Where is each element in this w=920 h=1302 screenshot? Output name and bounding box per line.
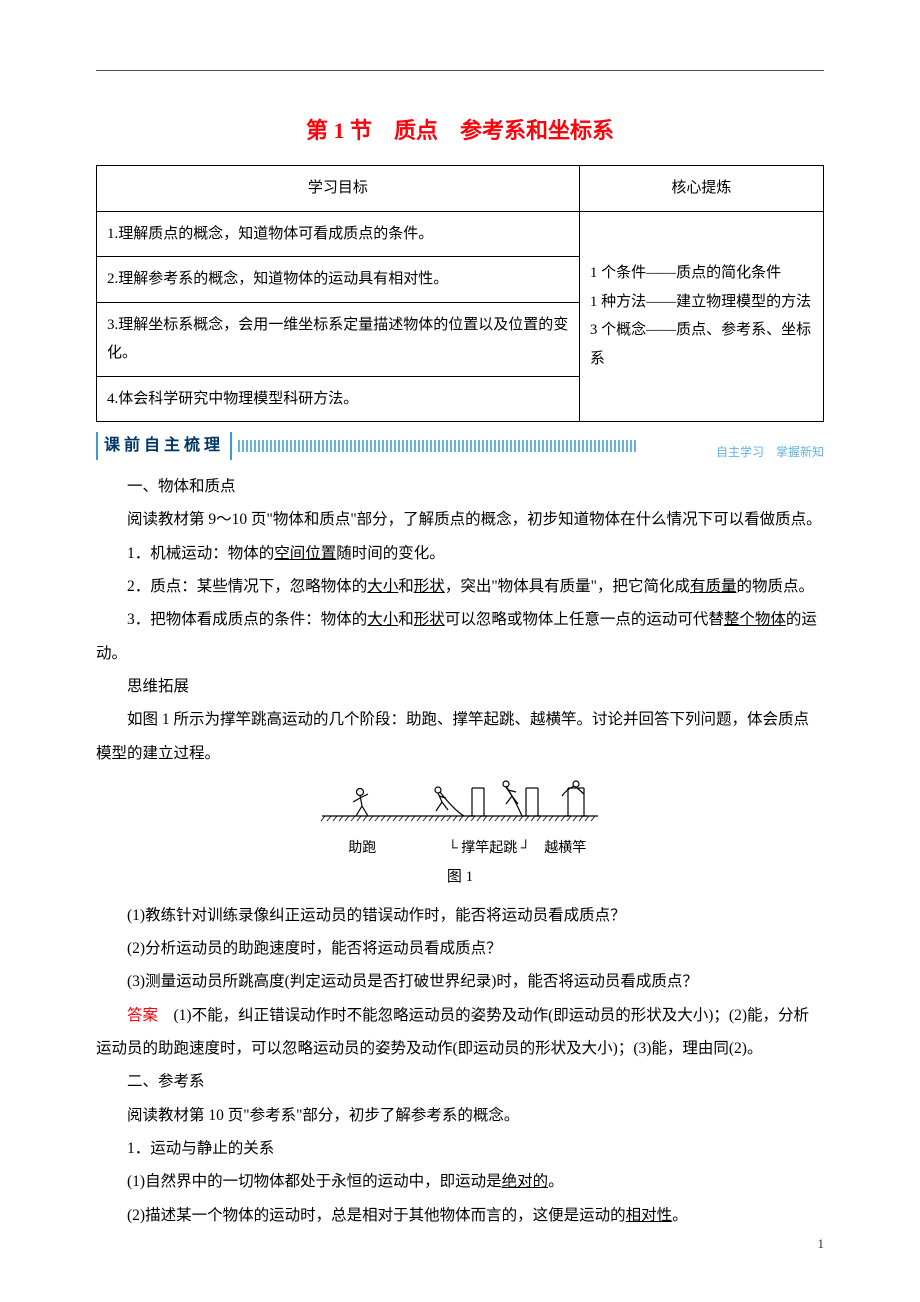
sec1-expand-label: 思维拓展 bbox=[96, 670, 824, 703]
figure-1: 助跑 └ 撑竿起跳 ┘ 越横竿 图 1 bbox=[96, 776, 824, 893]
body-text: 一、物体和质点 阅读教材第 9～10 页"物体和质点"部分，了解质点的概念，初步… bbox=[96, 470, 824, 1232]
table-left-cell-1: 1.理解质点的概念，知道物体可看成质点的条件。 bbox=[97, 211, 580, 257]
answer-label: 答案 bbox=[127, 1007, 158, 1024]
sec1-p1-a: 1．机械运动：物体的 bbox=[127, 545, 274, 562]
fig-label-b: └ 撑竿起跳 ┘ bbox=[444, 838, 534, 860]
table-right-line-1: 1 个条件——质点的简化条件 bbox=[590, 259, 813, 288]
banner-fill bbox=[238, 440, 638, 452]
section-banner: 课前自主梳理 自主学习 掌握新知 bbox=[96, 432, 824, 460]
sec1-p3-c: 可以忽略或物体上任意一点的运动可代替 bbox=[445, 611, 724, 628]
sec2-heading: 二、参考系 bbox=[96, 1065, 824, 1098]
table-left-cell-2: 2.理解参考系的概念，知道物体的运动具有相对性。 bbox=[97, 257, 580, 303]
sec1-expand-text: 如图 1 所示为撑竿跳高运动的几个阶段：助跑、撑竿起跳、越横竿。讨论并回答下列问… bbox=[96, 703, 824, 770]
sec1-q3: (3)测量运动员所跳高度(判定运动员是否打破世界纪录)时，能否将运动员看成质点？ bbox=[96, 965, 824, 998]
sec1-p2: 2．质点：某些情况下，忽略物体的大小和形状，突出"物体具有质量"，把它简化成有质… bbox=[96, 570, 824, 603]
sec1-intro: 阅读教材第 9～10 页"物体和质点"部分，了解质点的概念，初步知道物体在什么情… bbox=[96, 503, 824, 536]
sec1-answer: 答案 (1)不能，纠正错误动作时不能忽略运动员的姿势及动作(即运动员的形状及大小… bbox=[96, 999, 824, 1066]
sec2-p3: (2)描述某一个物体的运动时，总是相对于其他物体而言的，这便是运动的相对性。 bbox=[96, 1199, 824, 1232]
sec2-intro: 阅读教材第 10 页"参考系"部分，初步了解参考系的概念。 bbox=[96, 1099, 824, 1132]
sec1-p1-u1: 空间位置 bbox=[274, 545, 336, 562]
objectives-table: 学习目标 核心提炼 1.理解质点的概念，知道物体可看成质点的条件。 1 个条件—… bbox=[96, 165, 824, 422]
sec1-p2-c: ，突出"物体具有质量"，把它简化成 bbox=[445, 578, 690, 595]
sec2-p2-a: (1)自然界中的一切物体都处于永恒的运动中，即运动是 bbox=[127, 1173, 502, 1190]
table-header-left: 学习目标 bbox=[97, 166, 580, 212]
figure-caption: 图 1 bbox=[96, 861, 824, 893]
sec1-p3-b: 和 bbox=[398, 611, 414, 628]
sec2-p3-a: (2)描述某一个物体的运动时，总是相对于其他物体而言的，这便是运动的 bbox=[127, 1207, 626, 1224]
sec2-p1: 1．运动与静止的关系 bbox=[96, 1132, 824, 1165]
table-right-line-2: 1 种方法——建立物理模型的方法 bbox=[590, 288, 813, 317]
sec1-p2-u2: 形状 bbox=[414, 578, 445, 595]
table-left-cell-4: 4.体会科学研究中物理模型科研方法。 bbox=[97, 376, 580, 422]
sec1-p3-u1: 大小 bbox=[367, 611, 398, 628]
sec2-p2-u1: 绝对的 bbox=[502, 1173, 549, 1190]
table-right-line-3: 3 个概念——质点、参考系、坐标系 bbox=[590, 316, 813, 373]
fig-label-c: 越横竿 bbox=[538, 838, 593, 860]
sec1-q1: (1)教练针对训练录像纠正运动员的错误动作时，能否将运动员看成质点？ bbox=[96, 899, 824, 932]
table-right-cell: 1 个条件——质点的简化条件 1 种方法——建立物理模型的方法 3 个概念——质… bbox=[579, 211, 823, 422]
table-left-cell-3: 3.理解坐标系概念，会用一维坐标系定量描述物体的位置以及位置的变化。 bbox=[97, 302, 580, 376]
sec2-p2-b: 。 bbox=[548, 1173, 564, 1190]
answer-text: (1)不能，纠正错误动作时不能忽略运动员的姿势及动作(即运动员的形状及大小)；(… bbox=[96, 1007, 809, 1057]
sec1-p2-b: 和 bbox=[398, 578, 414, 595]
sec1-p3-u2: 形状 bbox=[414, 611, 445, 628]
sec2-p3-b: 。 bbox=[672, 1207, 688, 1224]
sec1-p1-b: 随时间的变化。 bbox=[336, 545, 445, 562]
page-title: 第 1 节 质点 参考系和坐标系 bbox=[96, 113, 824, 145]
sec1-p2-a: 2．质点：某些情况下，忽略物体的 bbox=[127, 578, 367, 595]
sec1-q2: (2)分析运动员的助跑速度时，能否将运动员看成质点？ bbox=[96, 932, 824, 965]
banner-label: 课前自主梳理 bbox=[96, 432, 232, 460]
figure-labels: 助跑 └ 撑竿起跳 ┘ 越横竿 bbox=[96, 838, 824, 860]
table-header-right: 核心提炼 bbox=[579, 166, 823, 212]
fig-label-a: 助跑 bbox=[327, 838, 397, 860]
sec1-heading: 一、物体和质点 bbox=[96, 470, 824, 503]
banner-right: 自主学习 掌握新知 bbox=[716, 432, 824, 466]
sec1-p2-d: 的物质点。 bbox=[736, 578, 814, 595]
sec1-p3: 3．把物体看成质点的条件：物体的大小和形状可以忽略或物体上任意一点的运动可代替整… bbox=[96, 603, 824, 670]
page-number: 1 bbox=[818, 1236, 825, 1252]
sec1-p2-u1: 大小 bbox=[367, 578, 398, 595]
sec1-p1: 1．机械运动：物体的空间位置随时间的变化。 bbox=[96, 537, 824, 570]
sec2-p2: (1)自然界中的一切物体都处于永恒的运动中，即运动是绝对的。 bbox=[96, 1165, 824, 1198]
sec1-p2-u3: 有质量 bbox=[690, 578, 737, 595]
sec1-p3-a: 3．把物体看成质点的条件：物体的 bbox=[127, 611, 367, 628]
top-rule bbox=[96, 70, 824, 71]
sec1-p3-u3: 整个物体 bbox=[724, 611, 786, 628]
sec2-p3-u1: 相对性 bbox=[626, 1207, 673, 1224]
